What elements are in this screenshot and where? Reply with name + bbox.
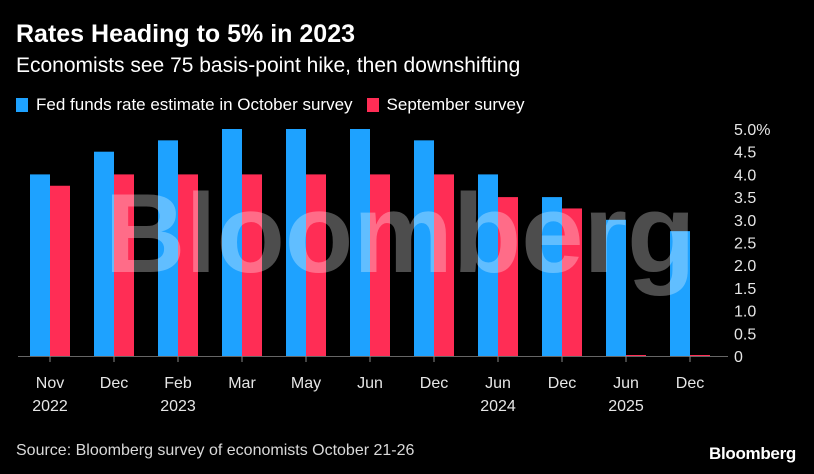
bar-october-6 (414, 140, 434, 356)
y-tick-label-9: 4.5 (734, 145, 756, 162)
legend-swatch-october (16, 98, 28, 112)
bar-september-7 (498, 197, 518, 356)
y-tick-label-5: 2.5 (734, 236, 756, 253)
y-tick-label-6: 3.0 (734, 213, 756, 230)
bar-september-3 (242, 174, 262, 356)
x-tick-label-9: Jun (613, 375, 639, 392)
bars (30, 129, 710, 356)
legend-label-october: Fed funds rate estimate in October surve… (36, 95, 353, 114)
x-tick-year-0: 2022 (32, 398, 68, 415)
watermark-text: Bloomberg (104, 171, 695, 296)
x-tick-label-6: Dec (420, 375, 448, 392)
bar-september-0 (50, 185, 70, 356)
y-tick-label-0: 0 (734, 349, 743, 366)
y-tick-label-4: 2.0 (734, 258, 756, 275)
legend: Fed funds rate estimate in October surve… (16, 95, 539, 115)
legend-item-september: September survey (366, 95, 525, 115)
bar-october-0 (30, 174, 50, 356)
y-tick-label-2: 1.0 (734, 304, 756, 321)
bar-october-5 (350, 129, 370, 356)
bar-september-8 (562, 208, 582, 356)
bar-october-4 (286, 129, 306, 356)
x-tick-label-5: Jun (357, 375, 383, 392)
bar-september-10 (690, 355, 710, 356)
x-tick-year-9: 2025 (608, 398, 644, 415)
y-tick-label-3: 1.5 (734, 281, 756, 298)
x-tick-label-3: Mar (228, 375, 256, 392)
bar-september-6 (434, 174, 454, 356)
bar-september-9 (626, 355, 646, 356)
y-tick-label-8: 4.0 (734, 167, 756, 184)
x-tick-label-4: May (291, 375, 321, 392)
legend-swatch-september (366, 98, 379, 112)
bar-october-8 (542, 197, 562, 356)
x-tick-year-7: 2024 (480, 398, 516, 415)
bar-september-2 (178, 174, 198, 356)
x-tick-year-2: 2023 (160, 398, 196, 415)
brand-logo: Bloomberg (708, 444, 796, 463)
bar-september-1 (114, 174, 134, 356)
bar-october-10 (670, 231, 690, 356)
bar-september-5 (370, 174, 390, 356)
y-tick-label-1: 0.5 (734, 326, 756, 343)
x-tick-label-8: Dec (548, 375, 576, 392)
bar-october-2 (158, 140, 178, 356)
bar-october-7 (478, 174, 498, 356)
source-note: Source: Bloomberg survey of economists O… (16, 442, 415, 459)
chart-title: Rates Heading to 5% in 2023 (16, 20, 356, 48)
y-tick-label-10: 5.0% (734, 122, 770, 139)
bar-september-4 (306, 174, 326, 356)
bar-october-9 (606, 219, 626, 356)
y-tick-label-7: 3.5 (734, 190, 756, 207)
legend-label-september: September survey (386, 95, 525, 114)
bar-october-1 (94, 151, 114, 356)
x-tick-label-1: Dec (100, 375, 128, 392)
x-tick-label-0: Nov (36, 375, 64, 392)
x-tick-label-10: Dec (676, 375, 704, 392)
legend-item-october: Fed funds rate estimate in October surve… (16, 95, 353, 115)
x-tick-label-2: Feb (164, 375, 192, 392)
x-tick-label-7: Jun (485, 375, 511, 392)
chart-subtitle: Economists see 75 basis-point hike, then… (16, 54, 521, 77)
bar-october-3 (222, 129, 242, 356)
